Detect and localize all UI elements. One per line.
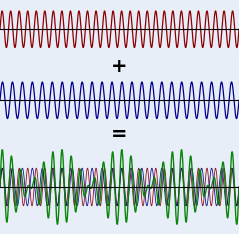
Text: +: + [111,57,128,76]
Text: =: = [111,125,128,144]
